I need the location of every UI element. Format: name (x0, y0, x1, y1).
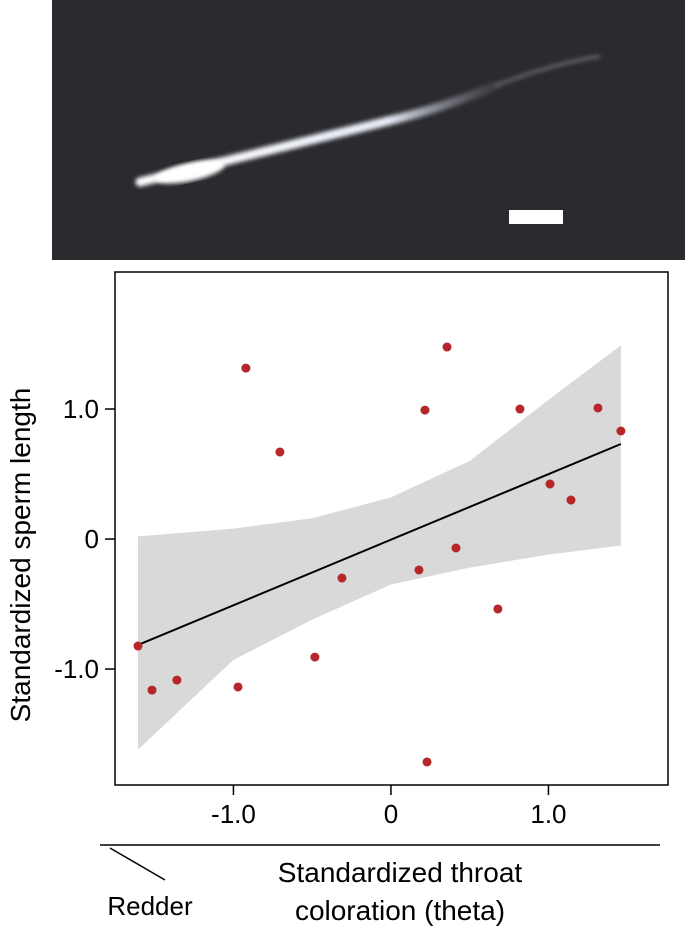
data-point (241, 363, 251, 373)
data-point (515, 404, 525, 414)
x-tick-label: 1.0 (530, 799, 566, 829)
sperm-tail (494, 54, 601, 88)
micrograph (52, 0, 685, 260)
annotation-pointer (109, 847, 166, 881)
scale-bar (509, 210, 563, 224)
data-point (493, 604, 503, 614)
sperm-head (155, 160, 225, 184)
y-axis-label: Standardized sperm length (5, 388, 36, 723)
y-tick-label: 0 (85, 524, 99, 554)
data-point (172, 675, 182, 685)
data-point (310, 652, 320, 662)
data-point (414, 565, 424, 575)
data-point (442, 342, 452, 352)
data-point (420, 405, 430, 415)
y-tick-label: -1.0 (54, 654, 99, 684)
x-axis-label: Standardized throat (278, 857, 523, 888)
y-tick-label: 1.0 (63, 394, 99, 424)
x-tick-label: -1.0 (211, 799, 256, 829)
data-point (422, 757, 432, 767)
data-point (545, 479, 555, 489)
data-point (147, 685, 157, 695)
x-axis-label: coloration (theta) (295, 895, 505, 926)
x-tick-label: 0 (384, 799, 398, 829)
data-point (275, 447, 285, 457)
data-point (233, 682, 243, 692)
data-point (616, 426, 626, 436)
data-point (566, 495, 576, 505)
data-point (337, 573, 347, 583)
annotation: Redder (107, 891, 193, 921)
plot (133, 342, 626, 767)
regression-line (137, 443, 622, 646)
data-point (451, 543, 461, 553)
data-point (593, 403, 603, 413)
data-point (133, 641, 143, 651)
confidence-band (137, 345, 621, 750)
